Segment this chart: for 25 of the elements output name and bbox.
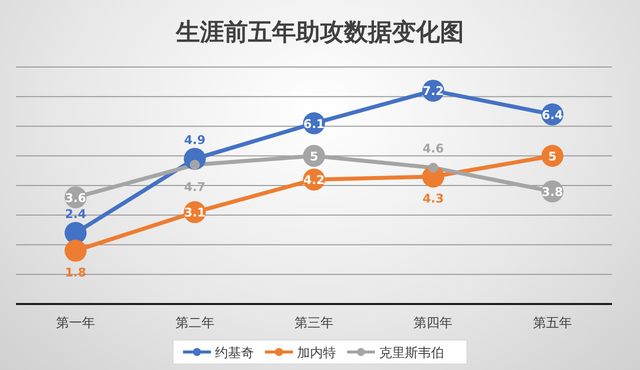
data-label: 4.6	[422, 142, 444, 156]
data-label: 4.3	[422, 192, 444, 206]
x-tick-label: 第三年	[294, 316, 334, 331]
x-tick-label: 第四年	[414, 316, 453, 331]
data-label: 6.1	[303, 116, 325, 131]
data-label: 1.8	[64, 266, 86, 280]
data-label: 3.8	[542, 184, 564, 199]
data-label: 7.2	[422, 84, 444, 98]
legend-label: 约基奇	[215, 346, 254, 361]
data-label: 2.4	[64, 206, 86, 221]
data-label: 5	[548, 149, 557, 164]
data-label: 4.2	[303, 173, 325, 188]
data-label: 6.4	[542, 108, 564, 122]
point	[64, 240, 87, 262]
data-label: 5	[310, 149, 318, 164]
point	[64, 222, 87, 244]
data-label: 3.6	[64, 190, 86, 205]
data-label: 3.1	[184, 206, 206, 220]
legend-label: 克里斯韦伯	[379, 346, 444, 361]
title: 生涯前五年助攻数据变化图	[176, 18, 464, 46]
data-label: 4.9	[184, 132, 206, 147]
x-tick-label: 第二年	[175, 316, 214, 331]
x-tick-label: 第五年	[532, 316, 572, 331]
x-tick-label: 第一年	[56, 316, 96, 331]
legend-label: 加内特	[297, 346, 336, 361]
